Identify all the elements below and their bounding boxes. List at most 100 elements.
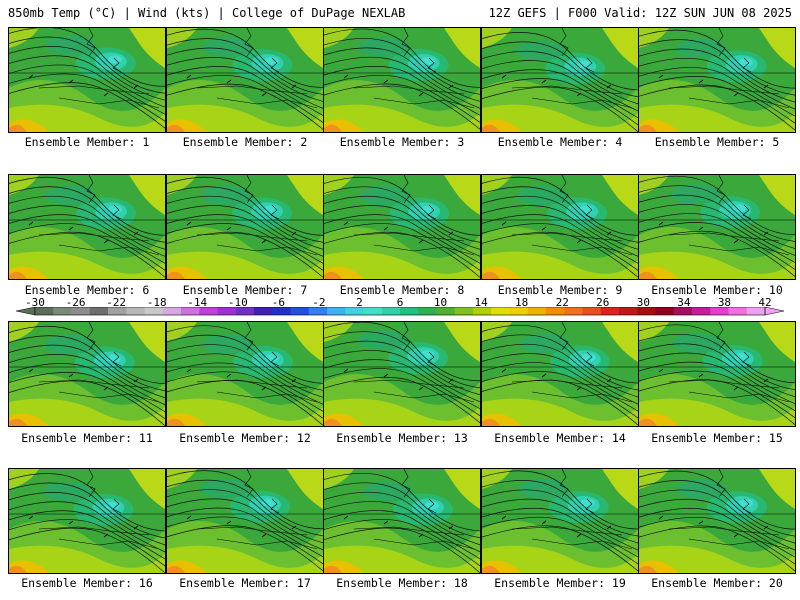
ensemble-member-label: Ensemble Member: 10 bbox=[651, 283, 783, 297]
ensemble-map bbox=[8, 27, 166, 133]
colorbar-arrow-left bbox=[15, 307, 36, 316]
ensemble-panel: Ensemble Member: 17 bbox=[166, 468, 324, 590]
ensemble-panel: Ensemble Member: 18 bbox=[323, 468, 481, 590]
colorbar-swatch bbox=[181, 307, 200, 315]
ensemble-panel: Ensemble Member: 1 bbox=[8, 27, 166, 149]
colorbar-frame bbox=[34, 307, 766, 316]
colorbar-tick-label: -18 bbox=[146, 296, 167, 309]
colorbar-swatch bbox=[746, 307, 766, 315]
header: 850mb Temp (°C) | Wind (kts) | College o… bbox=[0, 0, 800, 22]
ensemble-map bbox=[323, 27, 481, 133]
colorbar-swatch bbox=[619, 307, 638, 315]
ensemble-panel: Ensemble Member: 3 bbox=[323, 27, 481, 149]
ensemble-member-label: Ensemble Member: 6 bbox=[24, 283, 150, 297]
colorbar-swatch bbox=[290, 307, 310, 315]
ensemble-panel: Ensemble Member: 5 bbox=[638, 27, 796, 149]
ensemble-map bbox=[638, 468, 796, 574]
colorbar-tick-label: 38 bbox=[717, 296, 732, 309]
colorbar-tick-label: 26 bbox=[596, 296, 610, 309]
ensemble-member-label: Ensemble Member: 5 bbox=[654, 135, 780, 149]
colorbar-swatch bbox=[491, 307, 510, 315]
colorbar-tick-label: 6 bbox=[396, 296, 404, 309]
ensemble-map bbox=[481, 27, 639, 133]
colorbar-swatch bbox=[400, 307, 419, 315]
ensemble-member-label: Ensemble Member: 14 bbox=[494, 431, 626, 445]
colorbar-swatch bbox=[418, 307, 437, 315]
colorbar-tick-label: -26 bbox=[65, 296, 86, 309]
colorbar-swatch bbox=[89, 307, 109, 315]
colorbar-swatch bbox=[436, 307, 456, 315]
ensemble-panel: Ensemble Member: 2 bbox=[166, 27, 324, 149]
colorbar-swatch bbox=[673, 307, 693, 315]
colorbar-swatch bbox=[692, 307, 711, 315]
ensemble-map bbox=[323, 174, 481, 280]
ensemble-member-label: Ensemble Member: 7 bbox=[182, 283, 308, 297]
colorbar-swatch bbox=[728, 307, 748, 315]
ensemble-panel: Ensemble Member: 14 bbox=[481, 321, 639, 445]
ensemble-panel: Ensemble Member: 20 bbox=[638, 468, 796, 590]
colorbar-swatch bbox=[71, 307, 91, 315]
ensemble-member-label: Ensemble Member: 3 bbox=[339, 135, 465, 149]
ensemble-panel: Ensemble Member: 12 bbox=[166, 321, 324, 445]
colorbar-tick-label: 34 bbox=[677, 296, 691, 309]
colorbar-swatch bbox=[363, 307, 383, 315]
colorbar-swatch bbox=[53, 307, 72, 315]
ensemble-map bbox=[166, 321, 324, 427]
ensemble-panel: Ensemble Member: 6 bbox=[8, 174, 166, 297]
colorbar-swatch bbox=[235, 307, 255, 315]
colorbar-swatch bbox=[254, 307, 273, 315]
ensemble-map bbox=[481, 468, 639, 574]
colorbar-tick-label: 42 bbox=[758, 296, 772, 309]
ensemble-panel: Ensemble Member: 8 bbox=[323, 174, 481, 297]
colorbar-swatch bbox=[473, 307, 492, 315]
colorbar-swatch bbox=[162, 307, 182, 315]
ensemble-member-label: Ensemble Member: 1 bbox=[24, 135, 150, 149]
colorbar-swatch bbox=[217, 307, 237, 315]
ensemble-member-label: Ensemble Member: 19 bbox=[494, 576, 626, 590]
ensemble-panel: Ensemble Member: 7 bbox=[166, 174, 324, 297]
colorbar-swatch bbox=[710, 307, 729, 315]
ensemble-map bbox=[638, 27, 796, 133]
colorbar-arrow-right bbox=[764, 307, 785, 316]
ensemble-member-label: Ensemble Member: 4 bbox=[497, 135, 623, 149]
colorbar-tick-label: 14 bbox=[474, 296, 488, 309]
ensemble-map bbox=[8, 174, 166, 280]
ensemble-member-label: Ensemble Member: 12 bbox=[179, 431, 311, 445]
ensemble-map bbox=[638, 321, 796, 427]
ensemble-member-label: Ensemble Member: 8 bbox=[339, 283, 465, 297]
colorbar-swatch bbox=[454, 307, 474, 315]
colorbar-tick-label: -30 bbox=[25, 296, 45, 309]
ensemble-member-label: Ensemble Member: 17 bbox=[179, 576, 311, 590]
ensemble-member-label: Ensemble Member: 13 bbox=[336, 431, 468, 445]
ensemble-map bbox=[166, 468, 324, 574]
valid-time: 12Z GEFS | F000 Valid: 12Z SUN JUN 08 20… bbox=[488, 6, 792, 20]
colorbar-swatch bbox=[546, 307, 565, 315]
ensemble-panel: Ensemble Member: 16 bbox=[8, 468, 166, 590]
ensemble-member-label: Ensemble Member: 15 bbox=[651, 431, 783, 445]
ensemble-panel: Ensemble Member: 15 bbox=[638, 321, 796, 445]
colorbar: -30 -26 -22 -18 -14 -10 -6 -2 2 6 10 14 18 22 26 30 34 38… bbox=[0, 297, 800, 319]
colorbar-swatch bbox=[637, 307, 656, 315]
colorbar-swatch bbox=[272, 307, 291, 315]
ensemble-panel: Ensemble Member: 13 bbox=[323, 321, 481, 445]
colorbar-strip bbox=[15, 307, 785, 316]
colorbar-swatch bbox=[509, 307, 529, 315]
colorbar-tick-label: 10 bbox=[433, 296, 448, 309]
colorbar-tick-label: 22 bbox=[555, 296, 569, 309]
colorbar-swatch bbox=[527, 307, 547, 315]
colorbar-tick-label: -6 bbox=[271, 296, 285, 309]
colorbar-swatch bbox=[381, 307, 401, 315]
ensemble-map bbox=[8, 468, 166, 574]
product-title: 850mb Temp (°C) | Wind (kts) | College o… bbox=[8, 6, 406, 20]
colorbar-swatch bbox=[144, 307, 164, 315]
ensemble-map bbox=[323, 321, 481, 427]
ensemble-member-label: Ensemble Member: 11 bbox=[21, 431, 153, 445]
ensemble-member-label: Ensemble Member: 9 bbox=[497, 283, 623, 297]
colorbar-tick-label: -14 bbox=[187, 296, 208, 309]
colorbar-tick-label: 2 bbox=[356, 296, 363, 309]
colorbar-swatch bbox=[199, 307, 218, 315]
ensemble-map bbox=[323, 468, 481, 574]
ensemble-map bbox=[481, 174, 639, 280]
colorbar-swatch bbox=[308, 307, 328, 315]
